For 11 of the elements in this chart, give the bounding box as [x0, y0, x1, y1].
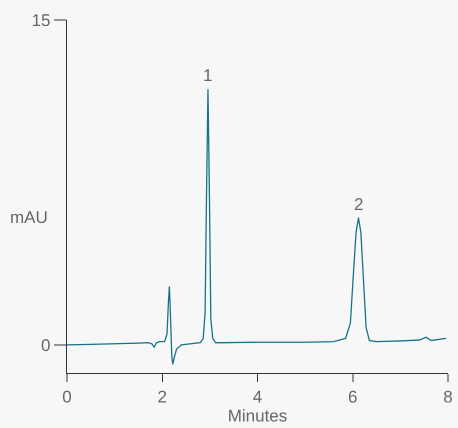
x-tick-label: 6: [348, 388, 358, 406]
x-tick-label: 8: [443, 388, 453, 406]
y-axis-title: mAU: [10, 208, 48, 227]
x-axis-title: Minutes: [228, 406, 288, 426]
y-tick-label: 15: [32, 10, 50, 30]
x-tick-label: 2: [158, 388, 167, 406]
x-tick-label: 4: [252, 388, 262, 406]
annotation: 2: [354, 195, 364, 214]
annotation: 1: [203, 66, 212, 85]
x-tick-label: 0: [62, 388, 72, 406]
line-series: [67, 88, 447, 365]
